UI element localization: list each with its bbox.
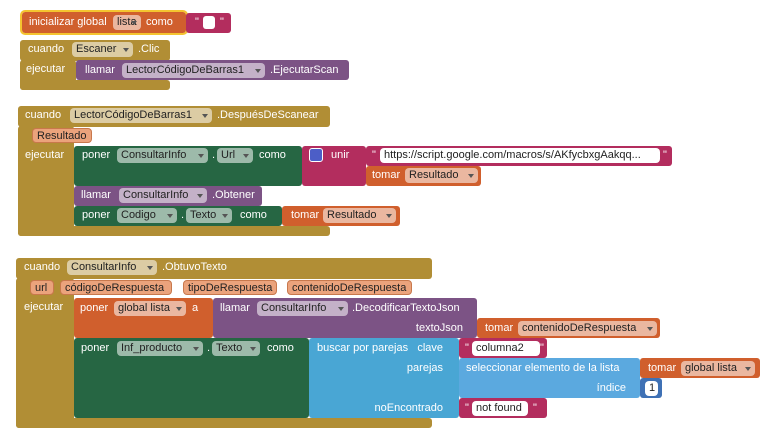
- label: poner: [82, 149, 111, 161]
- label: inicializar global: [29, 16, 107, 28]
- component-dropdown: ConsultarInfo: [67, 259, 157, 275]
- label: poner: [81, 342, 110, 354]
- component-dropdown: LectorCódigoDeBarras1: [70, 107, 212, 123]
- label: cuando: [25, 109, 62, 121]
- label: ejecutar: [25, 149, 65, 161]
- label: .DecodificarTextoJson: [352, 302, 460, 314]
- property-dropdown: Url: [217, 147, 253, 163]
- label: poner: [80, 302, 109, 314]
- global-init-block: [20, 10, 188, 35]
- event-foot: [16, 418, 432, 428]
- quote-mark: ": [465, 342, 469, 354]
- text-field: https://script.google.com/macros/s/AKfyc…: [380, 147, 660, 163]
- label: tomar: [291, 209, 320, 221]
- socket-label: índice: [596, 382, 626, 394]
- label: .DespuésDeScanear: [217, 109, 319, 121]
- variable-dropdown: contenidoDeRespuesta: [518, 320, 657, 336]
- label: tomar: [648, 362, 677, 374]
- variable-dropdown: Resultado: [323, 207, 396, 223]
- quote-mark: ": [663, 149, 667, 161]
- quote-mark: ": [533, 402, 537, 414]
- label: ejecutar: [24, 301, 64, 313]
- number-field: 1: [645, 380, 658, 396]
- label: ejecutar: [26, 63, 66, 75]
- component-dropdown: ConsultarInfo: [117, 147, 208, 163]
- label: .Clic: [138, 43, 160, 55]
- label: tomar: [372, 169, 401, 181]
- socket-label: textoJson: [415, 322, 463, 334]
- property-dropdown: Texto: [186, 207, 232, 223]
- label: unir: [331, 149, 350, 161]
- socket-label: noEncontrado: [374, 402, 444, 414]
- label: .EjecutarScan: [270, 64, 339, 76]
- mutator-icon: [309, 148, 323, 162]
- quote-mark: ": [465, 402, 469, 414]
- label: a: [192, 302, 199, 314]
- label: .: [212, 149, 216, 161]
- label: tomar: [485, 322, 514, 334]
- select-list-block: [459, 358, 640, 398]
- component-dropdown: Codigo: [117, 207, 177, 223]
- label: poner: [82, 209, 111, 221]
- component-dropdown: ConsultarInfo: [119, 187, 207, 203]
- quote-mark: ": [195, 16, 199, 28]
- event-parameter: tipoDeRespuesta: [183, 279, 277, 295]
- variable-dropdown: Resultado: [405, 167, 478, 183]
- label: como: [146, 16, 173, 28]
- label: llamar: [220, 302, 250, 314]
- component-dropdown: LectorCódigoDeBarras1: [122, 62, 265, 78]
- label: cuando: [24, 261, 61, 273]
- event-parameter: url: [30, 279, 54, 295]
- variable-name: lista: [113, 14, 141, 30]
- label: buscar por parejas: [317, 342, 409, 354]
- label: como: [240, 209, 267, 221]
- event-parameter: códigoDeRespuesta: [60, 279, 172, 295]
- label: .ObtuvoTexto: [162, 261, 227, 273]
- quote-mark: ": [540, 342, 544, 354]
- label: llamar: [81, 189, 111, 201]
- component-dropdown: Inf_producto: [117, 340, 203, 356]
- label: .: [207, 342, 211, 354]
- quote-mark: ": [372, 149, 376, 161]
- label: .Obtener: [212, 189, 255, 201]
- event-foot: [20, 80, 170, 90]
- component-dropdown: Escaner: [72, 41, 133, 57]
- event-side: [18, 126, 74, 236]
- lookup-block: [309, 338, 459, 418]
- variable-dropdown: global lista: [114, 300, 186, 316]
- variable-dropdown: global lista: [681, 360, 755, 376]
- text-field: columna2: [472, 340, 540, 356]
- empty-text-field: [203, 16, 215, 29]
- label: como: [259, 149, 286, 161]
- socket-label: clave: [417, 342, 443, 354]
- event-foot: [18, 226, 330, 236]
- component-dropdown: ConsultarInfo: [257, 300, 348, 316]
- socket-label: parejas: [406, 362, 443, 374]
- label: seleccionar elemento de la lista: [466, 362, 620, 374]
- property-dropdown: Texto: [212, 340, 260, 356]
- label: llamar: [85, 64, 115, 76]
- text-field: not found: [472, 400, 528, 416]
- quote-mark: ": [220, 16, 224, 28]
- event-side: [16, 278, 74, 428]
- label: como: [267, 342, 294, 354]
- event-parameter: contenidoDeRespuesta: [287, 279, 412, 295]
- event-parameter: Resultado: [32, 127, 92, 143]
- label: .: [181, 209, 185, 221]
- label: cuando: [28, 43, 65, 55]
